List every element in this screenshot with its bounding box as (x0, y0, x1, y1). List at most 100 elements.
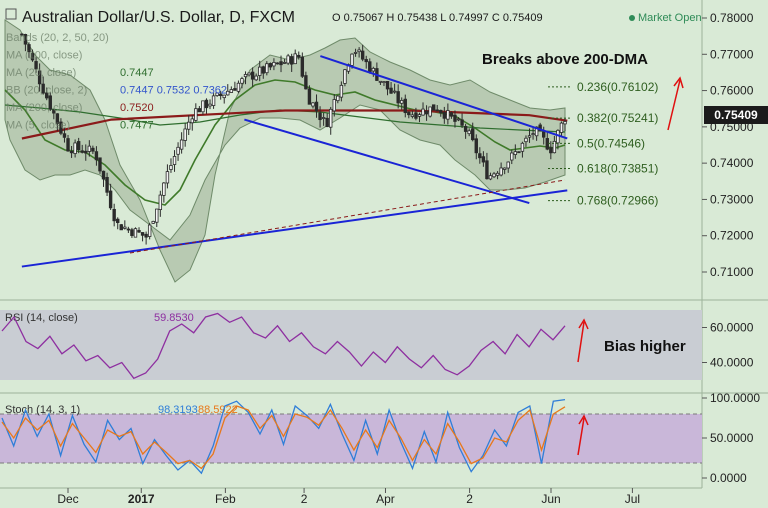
candle-up (321, 117, 326, 119)
candle-down (112, 208, 116, 222)
time-tick-label: Jul (625, 492, 640, 506)
candle-up (534, 126, 539, 137)
candle-down (368, 61, 372, 73)
legend-value: 0.7447 0.7532 0.7362 (120, 85, 227, 97)
candle-down (549, 147, 553, 154)
candle-down (233, 88, 237, 91)
candle-up (495, 172, 500, 176)
candle-down (250, 71, 255, 80)
price-tick-label: 0.73000 (710, 192, 754, 206)
stoch-tick-label: 100.0000 (710, 391, 760, 405)
candle-up (254, 75, 258, 81)
candle-down (439, 109, 443, 114)
candle-down (66, 138, 70, 152)
candle-up (236, 82, 241, 92)
price-tick-label: 0.76000 (710, 84, 754, 98)
candle-up (428, 106, 432, 117)
candle-down (318, 112, 322, 121)
price-tick-label: 0.74000 (710, 156, 754, 170)
stoch-tick-label: 50.0000 (710, 431, 754, 445)
candle-down (268, 63, 273, 68)
candle-down (76, 141, 81, 151)
candle-up (456, 118, 461, 121)
candle-up (176, 146, 180, 155)
rsi-line (1, 312, 566, 380)
candle-up (506, 161, 510, 169)
candle-down (69, 151, 74, 154)
candle-down (59, 121, 63, 134)
candle-up (169, 165, 173, 170)
candle-up (286, 55, 290, 64)
candle-up (147, 224, 152, 237)
time-tick-label: 2 (301, 492, 308, 506)
symbol-checkbox-icon[interactable] (5, 8, 17, 20)
time-tick-label: 2 (466, 492, 473, 506)
trendline (21, 189, 568, 268)
candle-up (172, 156, 177, 165)
candle-up (208, 103, 212, 107)
candle-down (137, 230, 141, 233)
time-tick-label: Apr (376, 492, 395, 506)
price-tick-label: 0.72000 (710, 229, 754, 243)
breakout-annotation: Breaks above 200-DMA (482, 51, 648, 68)
candle-up (229, 89, 234, 93)
candle-down (20, 33, 24, 36)
candle-down (314, 101, 319, 112)
candle-down (360, 50, 365, 60)
candle-down (23, 34, 28, 45)
candle-up (531, 133, 535, 136)
price-tick-label: 0.71000 (710, 265, 754, 279)
candle-up (155, 208, 159, 223)
candle-up (272, 62, 276, 67)
stoch-k-value: 98.3193 (158, 404, 198, 416)
candle-up (158, 194, 163, 210)
stoch-tick-label: 0.0000 (710, 471, 747, 485)
candle-up (339, 84, 344, 98)
candle-up (165, 171, 170, 184)
candle-down (30, 53, 35, 61)
rsi-up-arrow-icon (577, 318, 589, 363)
candle-up (492, 173, 496, 178)
candle-down (289, 56, 294, 65)
fibonacci-levels: 0.236(0.76102) 0.382(0.75241) 0.5(0.74546)… (548, 80, 658, 208)
candle-up (559, 122, 564, 133)
candle-up (446, 110, 450, 120)
candle-down (307, 88, 312, 105)
candle-down (52, 109, 56, 114)
candle-up (513, 151, 518, 155)
candle-down (449, 112, 454, 117)
chart-title: Australian Dollar/U.S. Dollar, D, FXCM (22, 9, 295, 26)
legend-label: MA (5, close) (6, 120, 70, 132)
candle-down (414, 112, 418, 119)
candle-down (130, 229, 134, 236)
candle-up (417, 114, 422, 117)
candle-up (73, 142, 77, 154)
candle-down (119, 224, 123, 231)
candle-up (563, 121, 567, 125)
candle-up (343, 69, 347, 84)
candle-up (499, 167, 503, 176)
price-tick-label: 0.77000 (710, 47, 754, 61)
candle-down (101, 170, 106, 180)
candle-down (27, 44, 31, 53)
candle-up (190, 118, 194, 124)
rsi-value: 59.8530 (154, 312, 194, 324)
candle-down (34, 61, 38, 70)
candle-up (527, 135, 532, 138)
candle-up (378, 80, 383, 83)
candle-up (226, 90, 230, 96)
candle-up (187, 121, 191, 130)
candle-down (218, 93, 223, 96)
rsi-tick-label: 40.0000 (710, 356, 754, 370)
candle-up (215, 92, 219, 96)
candle-down (197, 108, 202, 113)
trendline (244, 118, 530, 205)
candle-up (488, 175, 493, 180)
candle-down (542, 131, 546, 138)
legend-value: 0.7520 (120, 102, 154, 114)
candle-up (332, 99, 336, 112)
candle-up (151, 220, 155, 224)
legend-label: MA (200, close) (6, 102, 82, 114)
candle-up (162, 182, 166, 196)
